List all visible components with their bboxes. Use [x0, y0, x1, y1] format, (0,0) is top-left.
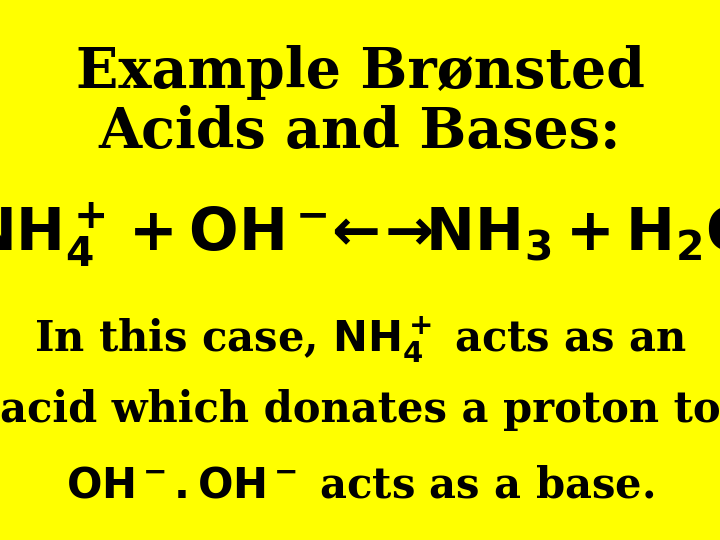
- Text: $\mathbf{OH^-. OH^-}$ acts as a base.: $\mathbf{OH^-. OH^-}$ acts as a base.: [66, 465, 654, 507]
- Text: In this case, $\mathbf{NH_4^+}$ acts as an: In this case, $\mathbf{NH_4^+}$ acts as …: [34, 315, 686, 366]
- Text: $\mathbf{NH_4^+ + OH^- \!\!\leftarrow\!\!\rightarrow\!\! NH_3 + H_2O}$: $\mathbf{NH_4^+ + OH^- \!\!\leftarrow\!\…: [0, 201, 720, 269]
- Text: acid which donates a proton to: acid which donates a proton to: [0, 389, 720, 431]
- Text: Example Brønsted: Example Brønsted: [76, 45, 644, 100]
- Text: Acids and Bases:: Acids and Bases:: [99, 105, 621, 160]
